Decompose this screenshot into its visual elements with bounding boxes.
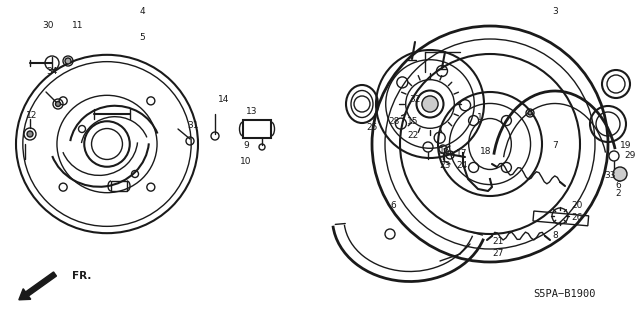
Circle shape [65, 58, 71, 64]
Text: 29: 29 [624, 151, 636, 160]
Text: 20: 20 [572, 202, 582, 211]
Text: 3: 3 [552, 8, 558, 17]
Text: 28: 28 [388, 117, 400, 127]
Text: 11: 11 [72, 21, 84, 31]
Text: 31: 31 [188, 122, 199, 130]
Text: 23: 23 [439, 160, 451, 169]
Text: 26: 26 [572, 213, 582, 222]
Text: 8: 8 [552, 232, 558, 241]
Text: 13: 13 [246, 108, 258, 116]
Text: 7: 7 [552, 140, 558, 150]
Text: 34: 34 [46, 68, 58, 77]
Text: 21: 21 [492, 238, 504, 247]
Text: S5PA−B1900: S5PA−B1900 [534, 289, 596, 299]
Text: 19: 19 [620, 140, 632, 150]
Text: 14: 14 [218, 95, 230, 105]
Text: 2: 2 [615, 189, 621, 197]
Text: 5: 5 [139, 33, 145, 41]
Text: 6: 6 [615, 181, 621, 189]
Text: 27: 27 [492, 249, 504, 258]
Circle shape [613, 167, 627, 181]
Text: 22: 22 [408, 130, 419, 139]
Circle shape [27, 131, 33, 137]
Text: 24: 24 [456, 160, 468, 169]
Text: 1: 1 [477, 114, 483, 122]
Text: 18: 18 [480, 147, 492, 157]
Bar [533, 211, 589, 226]
Bar [243, 120, 271, 138]
Text: 25: 25 [366, 123, 378, 132]
Circle shape [422, 96, 438, 112]
Text: 16: 16 [439, 147, 451, 157]
Text: 17: 17 [456, 149, 468, 158]
Text: 33: 33 [604, 170, 616, 180]
FancyArrow shape [19, 272, 56, 300]
Text: 12: 12 [26, 110, 38, 120]
Text: 32: 32 [410, 95, 420, 105]
Circle shape [528, 111, 532, 115]
Text: 10: 10 [240, 158, 252, 167]
Text: 4: 4 [139, 6, 145, 16]
Text: 6: 6 [390, 201, 396, 210]
Text: 30: 30 [42, 21, 54, 31]
Bar [111, 181, 127, 191]
Text: 15: 15 [407, 117, 419, 127]
Text: 9: 9 [243, 140, 249, 150]
Text: FR.: FR. [72, 271, 92, 281]
Circle shape [56, 101, 61, 107]
